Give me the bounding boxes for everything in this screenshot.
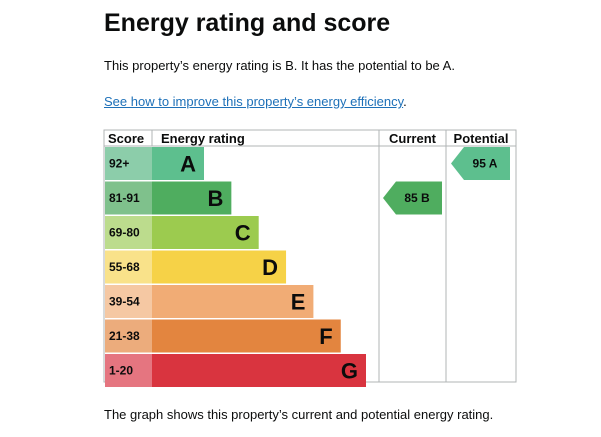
header-score: Score <box>108 131 144 146</box>
rating-summary: This property’s energy rating is B. It h… <box>104 58 455 73</box>
rating-letter-f: F <box>319 324 332 349</box>
header-potential: Potential <box>454 131 509 146</box>
improve-efficiency-link[interactable]: See how to improve this property’s energ… <box>104 94 404 109</box>
chart-caption: The graph shows this property’s current … <box>104 407 494 422</box>
chart-bands: 92+ A 81-91 B 69-80 C 55-68 D 39-54 E 21-38 F 1-20 G <box>105 147 366 387</box>
rating-bar-c <box>152 216 259 249</box>
score-label-c: 69-80 <box>109 226 140 240</box>
score-cell-e <box>105 285 152 318</box>
score-cell-a <box>105 147 152 180</box>
improve-link-suffix: . <box>403 94 407 109</box>
rating-bar-d <box>152 250 287 284</box>
score-cell-c <box>105 216 152 249</box>
rating-bar-g <box>152 354 366 387</box>
rating-letter-b: B <box>207 186 223 211</box>
improve-line: See how to improve this property’s energ… <box>104 93 407 111</box>
rating-bar-b <box>152 181 232 215</box>
rating-bar-e <box>152 285 314 318</box>
score-label-b: 81-91 <box>109 191 140 205</box>
score-label-e: 39-54 <box>109 295 140 309</box>
rating-letter-g: G <box>341 359 358 384</box>
rating-letter-e: E <box>291 290 306 315</box>
rating-letter-d: D <box>262 255 278 280</box>
current-rating-label: 85 B <box>404 191 430 205</box>
header-current: Current <box>389 131 437 146</box>
score-label-a: 92+ <box>109 157 129 171</box>
header-energy-rating: Energy rating <box>161 131 245 146</box>
score-label-f: 21-38 <box>109 329 140 343</box>
potential-rating-arrow <box>451 147 510 180</box>
score-label-d: 55-68 <box>109 260 140 274</box>
chart-indicators: 85 B 95 A <box>383 147 510 215</box>
potential-rating-label: 95 A <box>473 157 498 171</box>
rating-letter-a: A <box>180 152 196 177</box>
score-label-g: 1-20 <box>109 364 133 378</box>
current-rating-arrow <box>383 181 442 215</box>
rating-bar-f <box>152 319 341 353</box>
rating-bar-a <box>152 147 204 180</box>
score-cell-g <box>105 354 152 387</box>
rating-letter-c: C <box>235 221 251 246</box>
chart-headers: Score Energy rating Current Potential <box>108 131 508 146</box>
score-cell-b <box>105 181 152 215</box>
score-cell-f <box>105 319 152 353</box>
page-title: Energy rating and score <box>104 9 391 37</box>
score-cell-d <box>105 250 152 284</box>
